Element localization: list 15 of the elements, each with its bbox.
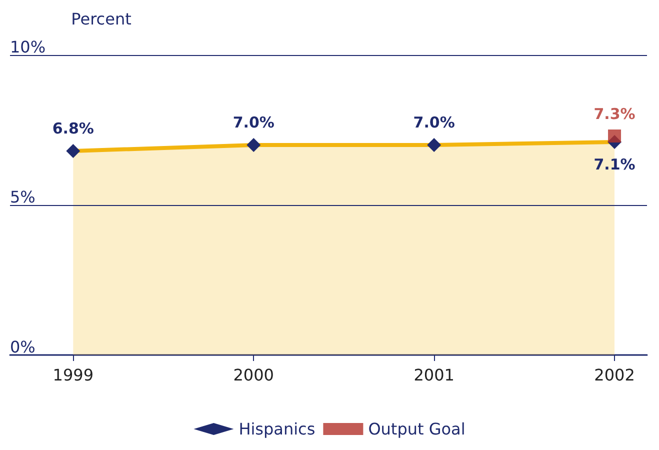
y-tick-label: 0% [10, 338, 36, 356]
x-tick-label: 2002 [594, 366, 635, 384]
y-axis-title: Percent [71, 10, 132, 28]
data-label: 7.0% [413, 114, 455, 132]
x-tick-label: 2001 [414, 366, 454, 384]
x-tick-label: 1999 [52, 366, 94, 384]
x-tick-label: 2000 [233, 366, 274, 384]
data-label: 7.3% [594, 105, 636, 123]
legend-label: Hispanics [238, 420, 316, 438]
data-label: 7.1% [594, 156, 636, 174]
y-tick-label: 10% [10, 38, 46, 56]
legend-label: Output Goal [368, 420, 466, 438]
data-label: 6.8% [52, 120, 94, 138]
y-tick-label: 5% [10, 188, 36, 206]
data-label: 7.0% [232, 114, 274, 132]
